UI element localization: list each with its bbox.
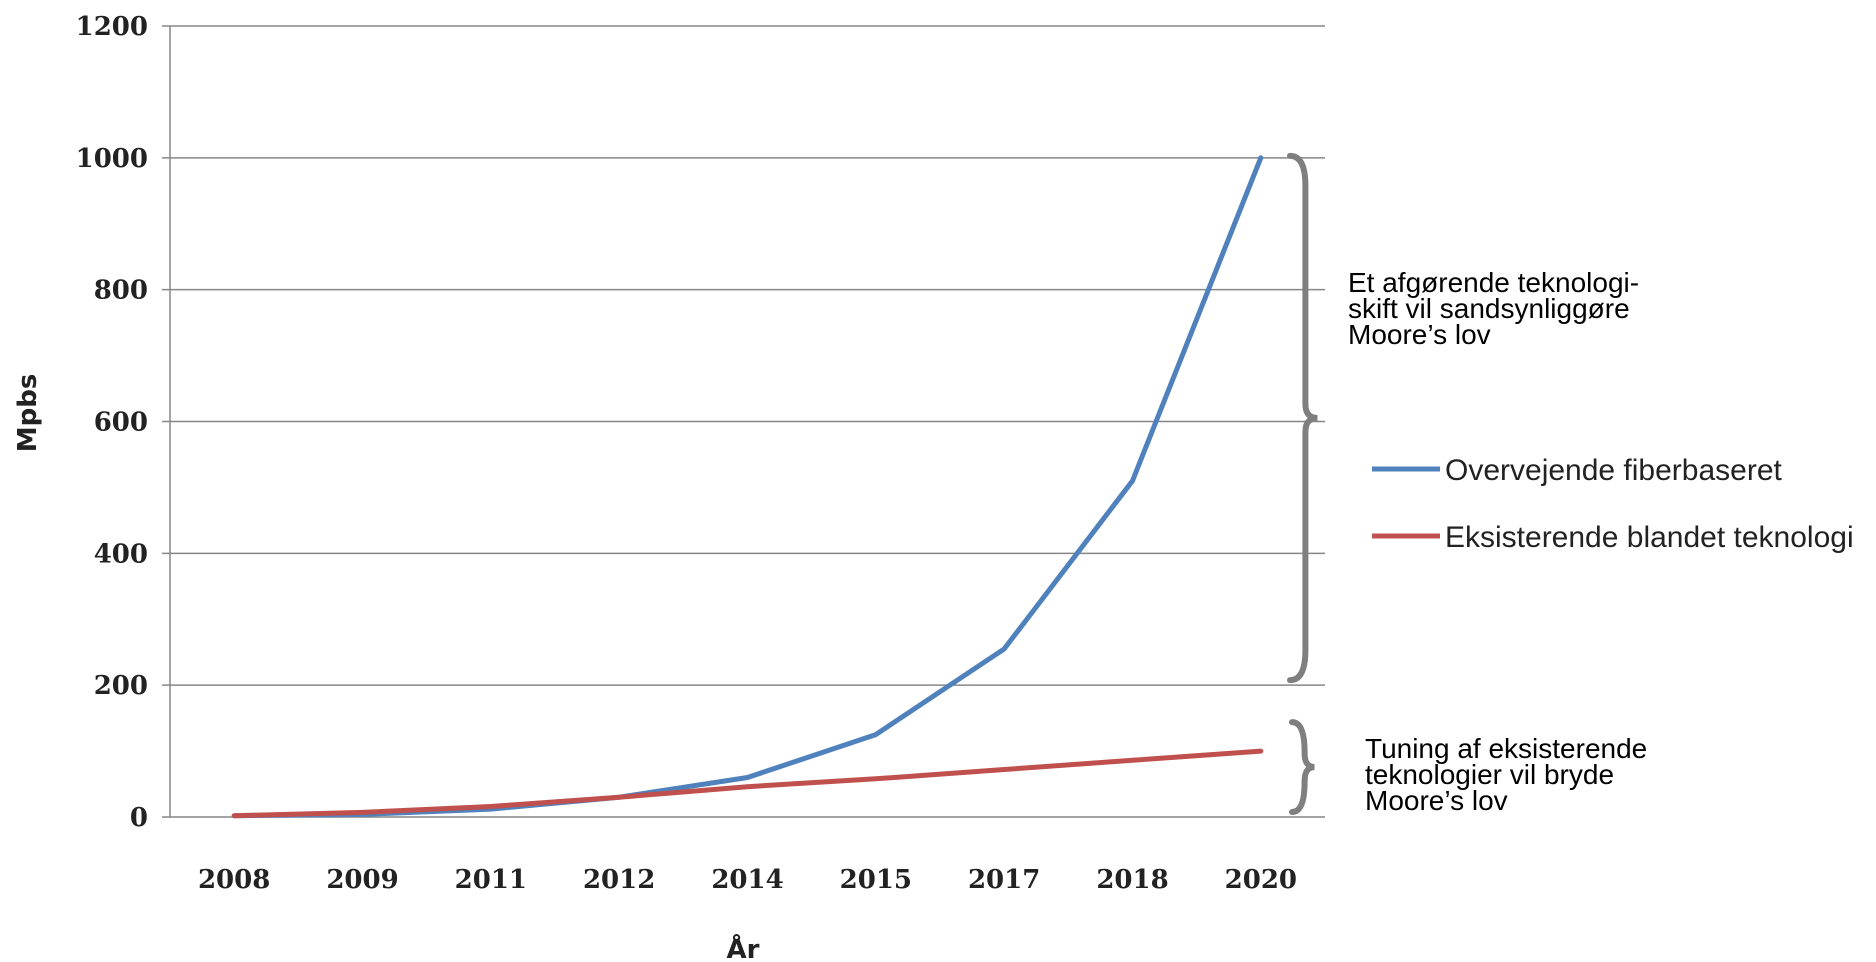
x-tick-label-2015: 2015 xyxy=(840,865,912,895)
legend: Overvejende fiberbaseret Eksisterende bl… xyxy=(1372,454,1854,554)
series-line-0 xyxy=(231,155,1264,819)
annotation-braces xyxy=(1287,152,1318,815)
brace-technology-shift xyxy=(1287,152,1318,684)
y-tick-label-1000: 1000 xyxy=(76,144,148,174)
gridlines xyxy=(162,25,1325,818)
x-tick-label-2014: 2014 xyxy=(711,865,783,895)
y-tick-label-600: 600 xyxy=(94,408,148,438)
x-axis-title: År xyxy=(727,933,760,962)
legend-label-fiber: Overvejende fiberbaseret xyxy=(1445,454,1783,487)
x-tick-label-2012: 2012 xyxy=(583,865,655,895)
legend-label-mixed: Eksisterende blandet teknologi xyxy=(1445,521,1854,554)
series-line-1 xyxy=(231,748,1264,819)
brace-tuning-existing xyxy=(1289,719,1315,815)
x-tick-label-2008: 2008 xyxy=(198,865,270,895)
x-tick-label-2017: 2017 xyxy=(968,865,1040,895)
y-tick-label-1200: 1200 xyxy=(76,12,148,42)
y-tick-label-0: 0 xyxy=(130,803,148,833)
y-tick-label-800: 800 xyxy=(94,276,148,306)
x-tick-label-2020: 2020 xyxy=(1225,865,1297,895)
x-tick-label-2011: 2011 xyxy=(455,865,527,895)
series-lines xyxy=(231,155,1264,819)
y-tick-label-200: 200 xyxy=(94,671,148,701)
y-tick-label-400: 400 xyxy=(94,539,148,569)
annotation-technology-shift: Et afgørende teknologi- skift vil sandsy… xyxy=(1348,267,1640,350)
x-tick-labels: 2008 2009 2011 2012 2014 2015 2017 2018 2020 xyxy=(198,865,1297,895)
x-tick-label-2009: 2009 xyxy=(326,865,398,895)
annotation-tuning-existing: Tuning af eksisterende teknologier vil b… xyxy=(1365,733,1648,816)
x-tick-label-2018: 2018 xyxy=(1096,865,1168,895)
y-axis-title: Mpbs xyxy=(13,374,43,453)
y-tick-labels: 0 200 400 600 800 1000 1200 xyxy=(76,12,148,833)
